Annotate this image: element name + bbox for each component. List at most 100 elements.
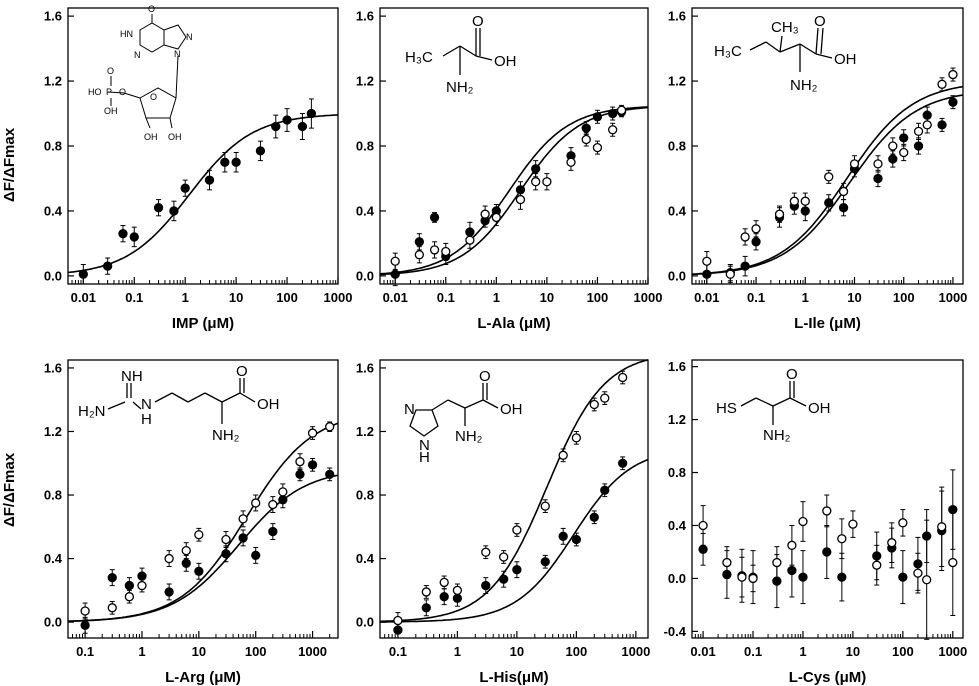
svg-text:NH₂: NH₂: [212, 427, 240, 444]
x-tick-label: 100: [893, 290, 915, 305]
svg-text:H₂N: H₂N: [78, 403, 106, 420]
data-point-filled: [268, 526, 278, 537]
svg-text:O: O: [472, 13, 484, 30]
data-point-open: [499, 552, 509, 562]
data-point-open: [589, 399, 599, 410]
data-point-open: [452, 585, 463, 595]
x-tick-label: 0.1: [437, 290, 455, 305]
svg-text:P: P: [106, 87, 112, 97]
data-point-open: [948, 557, 958, 568]
svg-text:O: O: [479, 368, 491, 385]
data-point-open: [592, 142, 603, 153]
data-point-filled: [390, 269, 400, 279]
data-point-filled: [282, 115, 292, 125]
data-point-open: [295, 457, 305, 467]
data-point-open: [512, 525, 522, 535]
data-point-filled: [251, 550, 261, 561]
x-tick-label: 100: [245, 644, 267, 659]
data-point-open: [491, 212, 501, 223]
data-point-open: [922, 120, 932, 130]
data-point-open: [722, 557, 732, 568]
data-point-open: [558, 450, 568, 460]
x-tick-label: 100: [892, 644, 914, 659]
svg-text:OH: OH: [168, 132, 182, 142]
svg-text:O: O: [107, 66, 114, 76]
y-tick-label: 0.8: [44, 139, 62, 154]
data-point-filled: [238, 533, 248, 543]
data-point-open: [107, 603, 117, 613]
data-point-open: [698, 520, 708, 531]
svg-text:H: H: [419, 449, 430, 466]
y-tick-label: 1.6: [668, 359, 686, 374]
svg-text:HN: HN: [120, 29, 133, 39]
data-point-open: [515, 194, 526, 205]
svg-text:NH₂: NH₂: [763, 427, 791, 444]
data-point-open: [913, 126, 924, 137]
svg-text:NH₂: NH₂: [446, 79, 474, 96]
x-tick-label: 1: [182, 290, 189, 305]
data-point-open: [251, 498, 261, 508]
x-axis-title: L-Cys (μM): [789, 669, 867, 686]
data-point-open: [751, 224, 761, 234]
data-point-open: [566, 157, 576, 167]
data-point-open: [873, 159, 883, 169]
x-axis-title: L-Arg (μM): [165, 669, 241, 686]
y-tick-label: 1.6: [668, 9, 686, 24]
y-tick-label: 0.4: [44, 551, 63, 566]
data-point-filled: [899, 133, 909, 143]
svg-text:NH: NH: [121, 368, 143, 385]
svg-text:H: H: [141, 411, 152, 428]
ile-structure-labels: H₃C CH₃ O OH NH₂: [714, 13, 857, 94]
arg-structure: [107, 378, 256, 424]
y-tick-label: 1.2: [44, 424, 62, 439]
data-point-open: [124, 592, 135, 602]
x-tick-label: 0.01: [690, 644, 715, 659]
data-point-filled: [499, 574, 509, 584]
y-tick-label: -0.4: [664, 624, 687, 639]
data-point-filled: [589, 512, 599, 522]
data-point-open: [278, 487, 288, 497]
y-tick-label: 1.2: [44, 74, 62, 89]
data-point-open: [393, 615, 403, 626]
svg-text:OH: OH: [494, 53, 517, 70]
data-point-filled: [618, 458, 628, 468]
y-tick-label: 1.6: [356, 9, 374, 24]
ala-structure-labels: H₃C O OH NH₂: [405, 13, 517, 96]
y-tick-label: 0.8: [356, 488, 374, 503]
data-point-filled: [937, 120, 947, 130]
svg-text:OH: OH: [257, 396, 280, 413]
data-point-open: [221, 534, 231, 545]
svg-text:N: N: [419, 437, 430, 454]
y-tick-label: 0.8: [668, 465, 686, 480]
y-tick-label: 0.0: [668, 571, 686, 586]
x-tick-label: 1: [493, 290, 500, 305]
x-axis-title: IMP (μM): [172, 315, 234, 332]
data-point-open: [887, 538, 897, 548]
plot-frame: [691, 359, 964, 639]
data-point-filled: [481, 580, 491, 591]
y-tick-label: 0.4: [356, 203, 375, 218]
x-tick-label: 1000: [324, 290, 353, 305]
x-tick-label: 0.01: [694, 290, 719, 305]
plot-frame: [67, 7, 339, 285]
svg-text:OH: OH: [834, 51, 857, 68]
arg-structure-labels: NH H₂N N H O OH NH₂: [78, 363, 280, 444]
x-tick-label: 0.01: [383, 290, 408, 305]
data-point-filled: [439, 592, 449, 602]
svg-text:HO: HO: [88, 87, 102, 97]
y-tick-label: 0.4: [668, 518, 687, 533]
data-point-open: [774, 209, 785, 219]
data-point-filled: [271, 121, 281, 132]
x-tick-label: 100: [587, 290, 609, 305]
y-tick-label: 1.2: [668, 74, 686, 89]
data-point-filled: [325, 469, 335, 480]
svg-text:N: N: [174, 49, 181, 59]
data-point-open: [702, 256, 712, 266]
y-tick-label: 0.0: [356, 268, 374, 283]
y-tick-label: 0.8: [356, 139, 374, 154]
x-tick-label: 100: [276, 290, 298, 305]
data-point-filled: [740, 261, 750, 271]
data-point-open: [421, 587, 431, 597]
svg-text:HS: HS: [716, 400, 737, 417]
data-point-open: [441, 246, 451, 257]
